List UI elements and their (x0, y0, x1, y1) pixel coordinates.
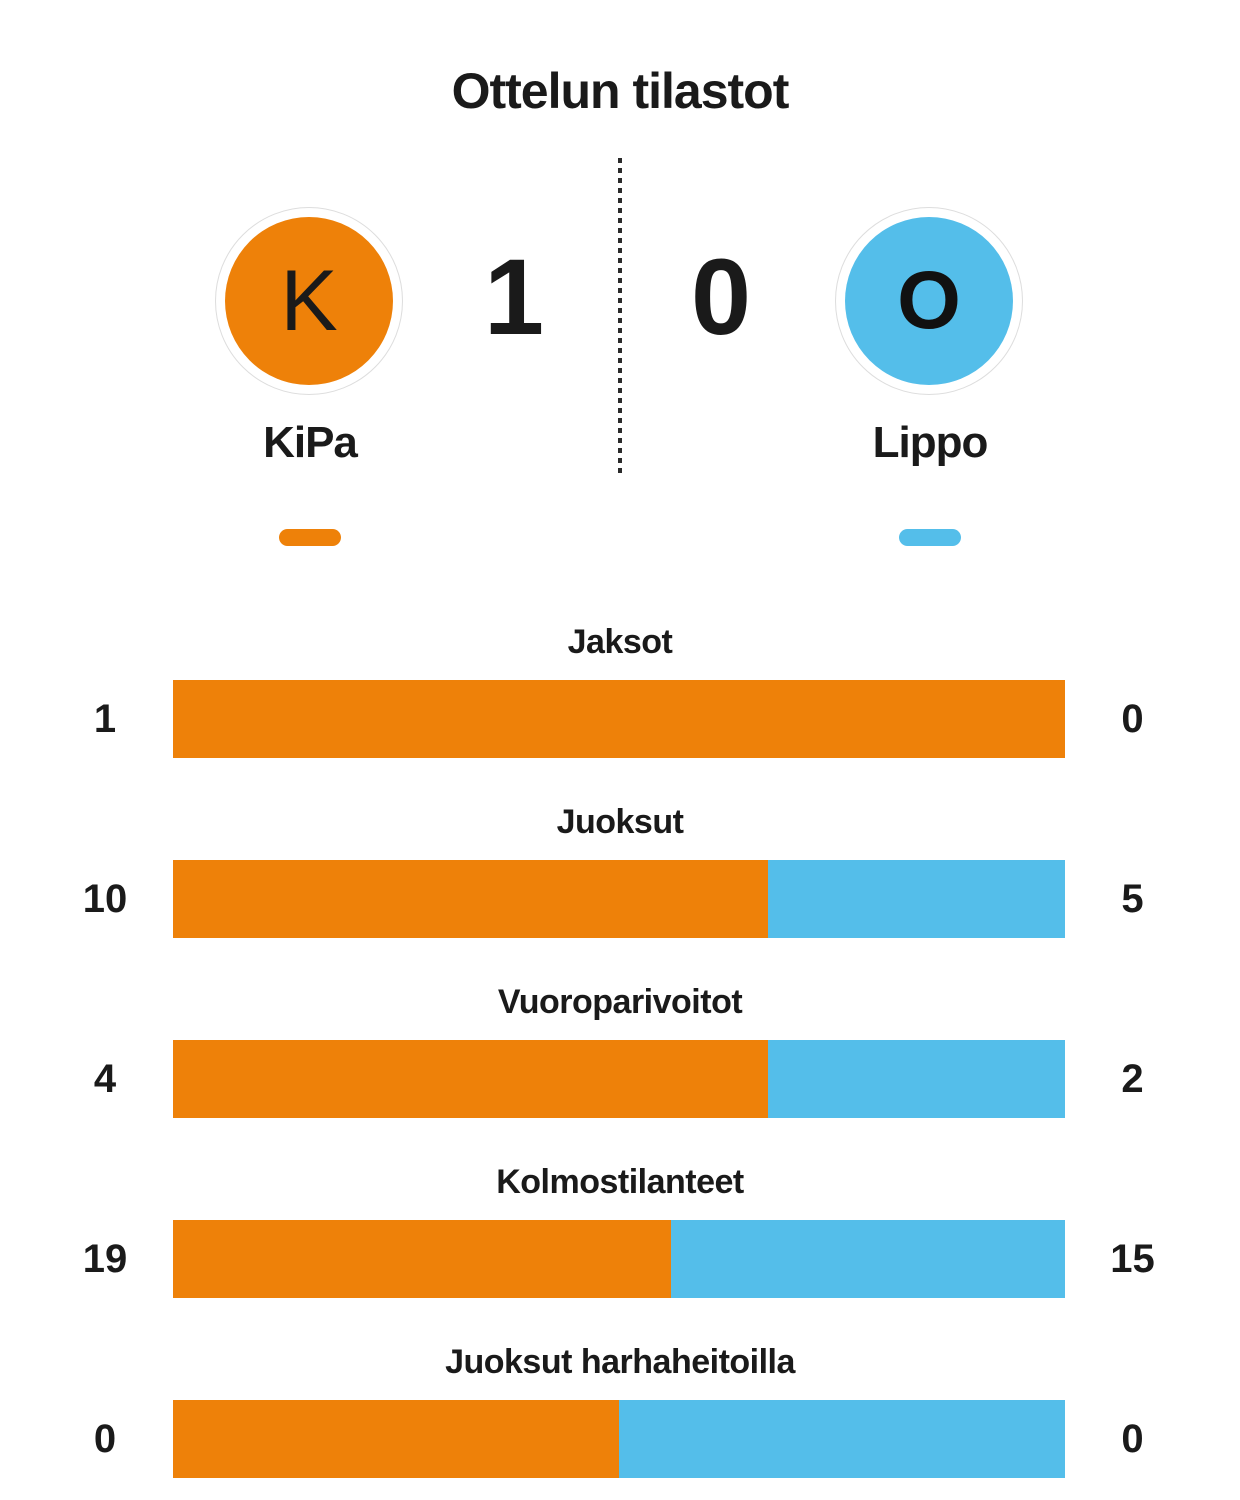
away-stat-value: 0 (1121, 1416, 1144, 1461)
away-team-logo-circle: O (845, 217, 1013, 385)
page-title: Ottelun tilastot (451, 63, 790, 119)
stat-row: Juoksut 10 5 (0, 792, 1240, 972)
stat-row: Vuoroparivoitot 4 2 (0, 972, 1240, 1152)
away-team-logo: O (835, 207, 1023, 395)
away-stat-value: 0 (1121, 696, 1144, 741)
away-stat-value: 15 (1110, 1236, 1155, 1281)
home-team-score: 1 (483, 235, 544, 357)
stat-row: Jaksot 1 0 (0, 612, 1240, 792)
away-team-logo-letter: O (897, 255, 961, 346)
away-team-color-dash (899, 529, 961, 546)
away-bar-segment (767, 1040, 1065, 1118)
away-bar-segment (671, 1220, 1065, 1298)
stat-bar (173, 1400, 1065, 1478)
home-team-logo-circle: K (225, 217, 393, 385)
home-team-color-dash (279, 529, 341, 546)
stat-category-label: Juoksut (556, 803, 684, 841)
home-team-name: KiPa (263, 418, 358, 467)
home-stat-value: 10 (82, 876, 128, 921)
home-bar-segment (173, 1220, 672, 1298)
stat-row: Kolmostilanteet 19 15 (0, 1152, 1240, 1332)
away-team-name: Lippo (872, 418, 989, 467)
stat-category-label: Jaksot (567, 623, 673, 661)
home-stat-value: 0 (93, 1416, 117, 1461)
center-dotted-divider (618, 158, 622, 476)
home-stat-value: 1 (93, 696, 117, 741)
home-bar-segment (173, 1040, 768, 1118)
stat-category-label: Kolmostilanteet (496, 1163, 744, 1201)
home-bar-segment (173, 1400, 619, 1478)
stat-bar (173, 1040, 1065, 1118)
home-team-logo: K (215, 207, 403, 395)
home-bar-segment (173, 680, 1065, 758)
away-team-score: 0 (690, 235, 751, 357)
stat-bar (173, 1220, 1065, 1298)
away-bar-segment (619, 1400, 1065, 1478)
stat-category-label: Vuoroparivoitot (497, 983, 743, 1021)
home-stat-value: 19 (82, 1236, 128, 1281)
home-team-logo-letter: K (280, 253, 338, 349)
stat-row: Juoksut harhaheitoilla 0 0 (0, 1332, 1240, 1500)
stat-bar (173, 860, 1065, 938)
away-stat-value: 2 (1121, 1056, 1144, 1101)
home-bar-segment (173, 860, 768, 938)
away-bar-segment (767, 860, 1065, 938)
home-stat-value: 4 (93, 1056, 117, 1101)
stat-bar (173, 680, 1065, 758)
away-stat-value: 5 (1121, 876, 1144, 921)
stat-category-label: Juoksut harhaheitoilla (445, 1343, 795, 1381)
